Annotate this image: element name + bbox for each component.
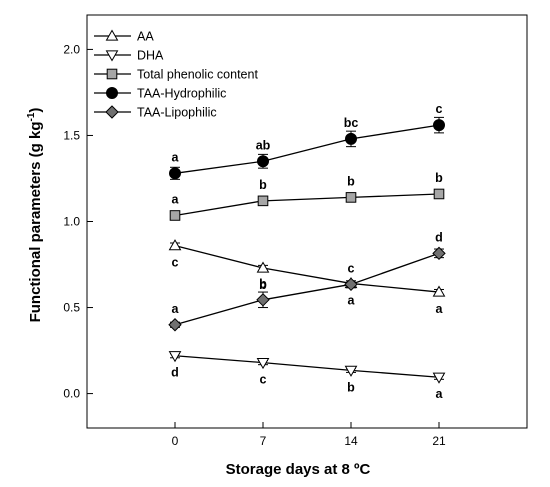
x-tick-label: 21: [432, 434, 446, 448]
significance-letter: b: [435, 171, 443, 185]
data-point: [433, 188, 445, 200]
x-tick-label: 14: [344, 434, 358, 448]
series-4: [168, 246, 446, 332]
series-1: [168, 351, 446, 384]
significance-letter: a: [436, 387, 444, 401]
y-tick-label: 2.0: [63, 42, 80, 56]
x-tick-label: 0: [172, 434, 179, 448]
legend-marker: [105, 29, 119, 41]
legend-label: DHA: [137, 49, 164, 63]
legend-label: TAA-Hydrophilic: [137, 87, 226, 101]
y-tick-label: 1.5: [63, 128, 80, 142]
data-point: [168, 351, 182, 363]
legend-item-3: TAA-Hydrophilic: [94, 87, 226, 101]
significance-letter: b: [347, 174, 355, 188]
data-point: [256, 293, 270, 307]
significance-letter: d: [435, 230, 443, 244]
legend-item-4: TAA-Lipophilic: [94, 105, 217, 120]
y-axis-title-end: ): [27, 108, 44, 113]
series-line: [174, 355, 440, 378]
x-tick-label: 7: [260, 434, 267, 448]
significance-letter: a: [172, 302, 180, 316]
significance-letter: d: [171, 366, 179, 380]
data-point: [257, 155, 269, 168]
axis-ticks: 0.0 0.5 1.0 1.5 2.0 0 7 14 21: [63, 42, 446, 448]
y-tick-label: 0.0: [63, 387, 80, 401]
y-tick-label: 1.0: [63, 215, 80, 229]
legend-label: TAA-Lipophilic: [137, 106, 217, 120]
significance-letter: b: [259, 277, 267, 291]
data-point: [169, 167, 181, 180]
significance-letter: a: [172, 150, 180, 164]
series-group: [168, 116, 446, 384]
series-line: [174, 193, 440, 217]
significance-letter: c: [172, 256, 179, 270]
data-point: [345, 132, 357, 145]
y-axis-title: Functional parameters (g kg-1): [26, 108, 44, 323]
series-line: [174, 124, 440, 174]
y-axis-title-superscript: -1: [26, 112, 37, 121]
significance-letter: c: [436, 102, 443, 116]
legend-marker: [105, 105, 119, 119]
data-point: [168, 239, 182, 251]
data-point: [344, 277, 358, 292]
legend-label: Total phenolic content: [137, 68, 258, 82]
data-point: [344, 365, 358, 377]
significance-letter: bc: [344, 116, 359, 130]
legend-marker: [105, 50, 119, 62]
series-line: [174, 244, 440, 293]
legend-item-0: AA: [94, 29, 154, 44]
significance-letter: b: [259, 178, 267, 192]
data-point: [257, 195, 269, 207]
data-point: [433, 119, 445, 132]
data-point: [432, 372, 446, 384]
legend-marker: [106, 68, 118, 80]
significance-letter: b: [259, 278, 267, 292]
legend-item-1: DHA: [94, 49, 164, 63]
significance-letter: a: [436, 302, 444, 316]
significance-letter: a: [348, 293, 356, 307]
significance-letter: ab: [256, 138, 271, 152]
y-axis-title-main: Functional parameters (g kg: [27, 122, 44, 323]
significance-letter: a: [172, 192, 180, 206]
data-point: [256, 261, 270, 273]
series-line: [174, 252, 440, 326]
legend-item-2: Total phenolic content: [94, 68, 258, 82]
data-point: [345, 192, 357, 203]
series-3: [169, 116, 445, 180]
significance-letter: c: [348, 261, 355, 275]
significance-letter: b: [347, 380, 355, 394]
y-tick-label: 0.5: [63, 301, 80, 315]
data-point: [432, 285, 446, 297]
significance-letter: c: [260, 373, 267, 387]
series-2: [169, 188, 445, 221]
data-point: [169, 210, 181, 221]
data-point: [256, 357, 270, 370]
data-point: [432, 246, 446, 261]
legend-label: AA: [137, 30, 154, 44]
legend: AA DHA Total phenolic content TAA-Hydrophil…: [94, 29, 258, 120]
data-point: [168, 318, 182, 332]
legend-marker: [106, 87, 118, 99]
x-axis-title: Storage days at 8 ºC: [226, 461, 371, 478]
